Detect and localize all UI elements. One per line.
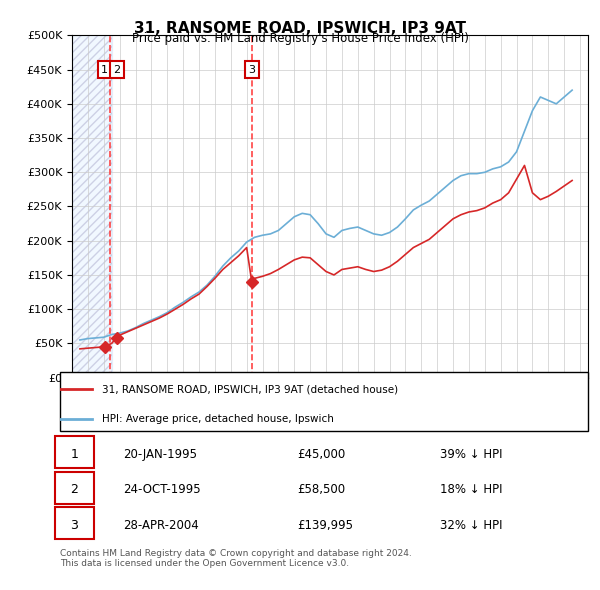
Text: £45,000: £45,000 [298, 448, 346, 461]
Bar [72, 35, 112, 378]
Text: £139,995: £139,995 [298, 519, 353, 532]
Text: Price paid vs. HM Land Registry's House Price Index (HPI): Price paid vs. HM Land Registry's House … [131, 32, 469, 45]
Text: 18% ↓ HPI: 18% ↓ HPI [440, 483, 503, 496]
Text: 20-JAN-1995: 20-JAN-1995 [124, 448, 197, 461]
Bar [72, 35, 112, 378]
Text: 2: 2 [113, 65, 120, 74]
Text: 32% ↓ HPI: 32% ↓ HPI [440, 519, 503, 532]
Text: 31, RANSOME ROAD, IPSWICH, IP3 9AT (detached house): 31, RANSOME ROAD, IPSWICH, IP3 9AT (deta… [102, 385, 398, 394]
Text: Contains HM Land Registry data © Crown copyright and database right 2024.
This d: Contains HM Land Registry data © Crown c… [60, 549, 412, 568]
Text: 39% ↓ HPI: 39% ↓ HPI [440, 448, 503, 461]
Text: 1: 1 [70, 448, 78, 461]
FancyBboxPatch shape [55, 507, 94, 539]
Text: 3: 3 [70, 519, 78, 532]
Text: 3: 3 [248, 65, 255, 74]
Text: £58,500: £58,500 [298, 483, 346, 496]
Text: 2: 2 [70, 483, 78, 496]
FancyBboxPatch shape [55, 471, 94, 503]
Text: 1: 1 [101, 65, 108, 74]
Text: 28-APR-2004: 28-APR-2004 [124, 519, 199, 532]
Text: 31, RANSOME ROAD, IPSWICH, IP3 9AT: 31, RANSOME ROAD, IPSWICH, IP3 9AT [134, 21, 466, 35]
FancyBboxPatch shape [55, 436, 94, 468]
FancyBboxPatch shape [60, 372, 588, 431]
Text: HPI: Average price, detached house, Ipswich: HPI: Average price, detached house, Ipsw… [102, 414, 334, 424]
Text: 24-OCT-1995: 24-OCT-1995 [124, 483, 201, 496]
